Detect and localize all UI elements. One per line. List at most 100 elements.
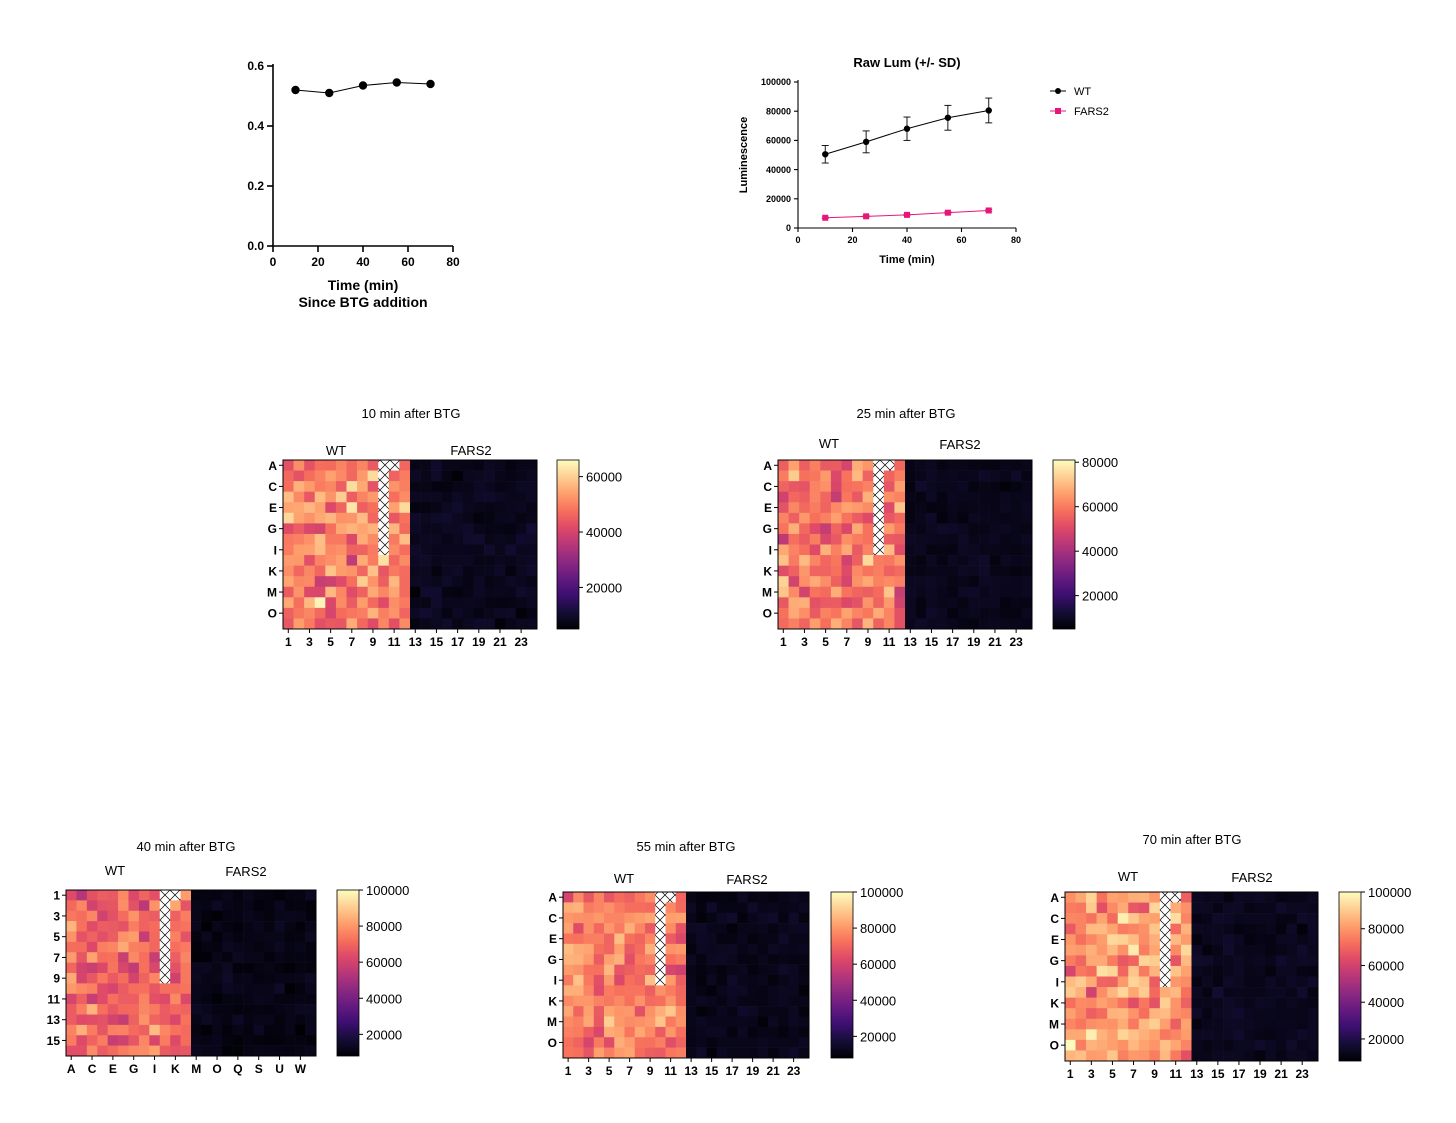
heatmap-cell (563, 933, 574, 945)
heatmap-cell (1149, 987, 1161, 998)
heatmap-cell (284, 890, 296, 901)
heatmap-cell (410, 597, 421, 609)
heatmap-cell (1296, 934, 1308, 946)
heatmap-cell (420, 491, 432, 503)
heatmap-cell (634, 892, 646, 903)
heatmap-cell (665, 1026, 677, 1038)
heatmap-cell (97, 983, 108, 995)
heatmap-cell (335, 512, 347, 524)
col-label: 1 (780, 635, 787, 649)
heatmap-cell (883, 512, 895, 524)
heatmap-cell (894, 491, 906, 503)
heatmap-cell (378, 597, 390, 609)
heatmap-cell (809, 523, 821, 535)
heatmap-cell (883, 565, 895, 577)
heatmap-cell (191, 1045, 202, 1057)
col-label: 13 (904, 635, 918, 649)
heatmap-cell (788, 1026, 800, 1038)
heatmap-cell (431, 576, 443, 588)
heatmap-cell (1170, 1039, 1182, 1051)
heatmap-cell (515, 565, 527, 577)
heatmap-cell (1223, 913, 1234, 924)
heatmap-cell (180, 900, 192, 912)
row-label: A (548, 891, 557, 905)
heatmap-cell (170, 983, 181, 995)
heatmap-cell (716, 1006, 728, 1017)
heatmap-cell (957, 533, 969, 545)
heatmap-cell (968, 618, 980, 630)
heatmap-cell (431, 470, 443, 482)
row-label: M (267, 586, 277, 600)
data-point (358, 81, 368, 90)
heatmap-cell (757, 954, 769, 965)
heatmap-cell (1180, 1008, 1192, 1020)
heatmap-cell (335, 523, 347, 535)
heatmap-cell (66, 962, 77, 974)
heatmap-cell-excluded (655, 964, 666, 976)
heatmap-cell (473, 460, 485, 471)
heatmap-cell (232, 900, 244, 912)
heatmap-cell (295, 910, 306, 922)
row-label: I (554, 974, 557, 988)
rawlum-xlabel: Time (min) (879, 254, 935, 266)
colorbar-tick-label: 40000 (586, 525, 622, 540)
heatmap-cell (841, 481, 853, 492)
heatmap-cell (737, 933, 748, 945)
heatmap-cell (979, 533, 990, 545)
heatmap-cell (410, 523, 421, 535)
heatmap-cell (128, 1024, 140, 1036)
heatmap-cell (1296, 1050, 1308, 1062)
heatmap-cell (314, 481, 326, 492)
heatmap-cell (1117, 965, 1129, 977)
heatmap-cell (263, 1024, 275, 1036)
heatmap-cell (573, 995, 584, 1007)
heatmap-cell (66, 1004, 77, 1015)
heatmap-cell (441, 491, 453, 503)
heatmap-cell (304, 470, 316, 482)
heatmap-cell (1223, 1050, 1234, 1062)
heatmap-cell (263, 1014, 275, 1026)
heatmap-cell (170, 1024, 181, 1036)
heatmap-cell (107, 1014, 119, 1026)
heatmap-cell (107, 1024, 119, 1036)
heatmap-cell (410, 481, 421, 492)
heatmap-cell (191, 1024, 202, 1036)
heatmap-cell (305, 900, 317, 912)
heatmap-cell (1065, 913, 1076, 924)
heatmap-cell (191, 1035, 202, 1046)
y-tick-label: 0.2 (247, 179, 264, 193)
heatmap-cell (1000, 555, 1012, 566)
heatmap-cell (473, 502, 485, 514)
heatmap-cell (1202, 1050, 1213, 1062)
heatmap-cell (295, 973, 306, 984)
heatmap-cell (947, 618, 959, 630)
heatmap-cell (1138, 892, 1150, 903)
heatmap-cell (1180, 944, 1192, 956)
heatmap-cell (852, 565, 863, 577)
heatmap-cell (696, 995, 707, 1007)
heatmap-cell (820, 470, 832, 482)
col-label: 7 (1130, 1067, 1137, 1081)
heatmap-cell (1000, 523, 1012, 535)
rawlum-title: Raw Lum (+/- SD) (853, 55, 960, 70)
heatmap-cell (947, 586, 959, 598)
heatmap-cell (905, 597, 916, 609)
heatmap-cell (222, 890, 233, 901)
heatmap-cell (989, 597, 1001, 609)
heatmap-cell (915, 491, 927, 503)
heatmap-cell (107, 890, 119, 901)
heatmap-cell (747, 933, 759, 945)
heatmap-frame (1064, 891, 1319, 1062)
heatmap-cell (727, 923, 738, 934)
y-tick-label: 100000 (761, 77, 791, 87)
heatmap-cell (1180, 902, 1192, 914)
heatmap-cell (159, 1004, 171, 1015)
data-point (944, 114, 952, 121)
heatmap-cell (335, 481, 347, 492)
heatmap-cell (180, 941, 192, 953)
heatmap-cell (76, 1014, 88, 1026)
heatmap-cell (526, 481, 538, 492)
heatmap-cell (799, 607, 811, 619)
heatmap-cell (494, 512, 506, 524)
heatmap-cell (357, 597, 368, 609)
